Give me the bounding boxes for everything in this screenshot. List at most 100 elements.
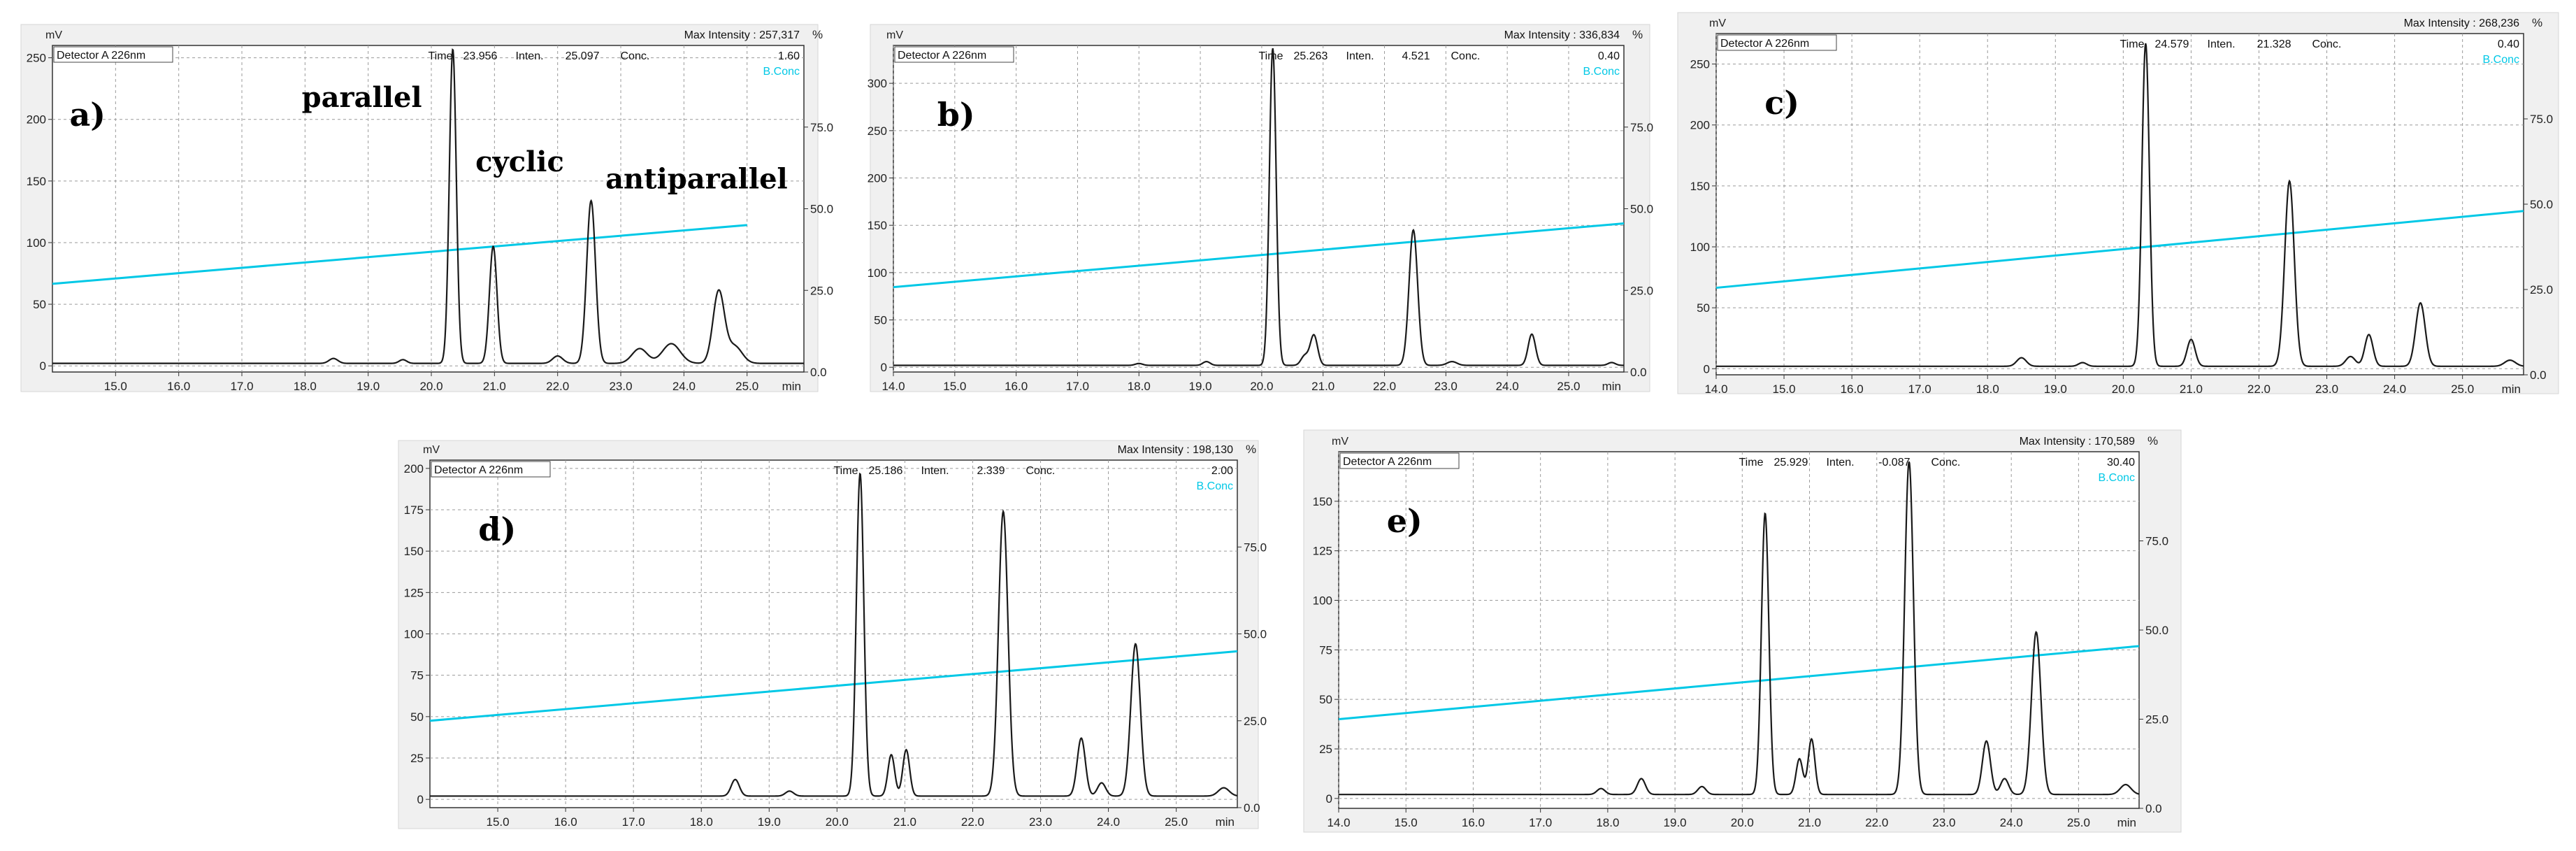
readout-conc-label: Conc.: [1931, 457, 1961, 469]
y2-unit-label: %: [1632, 28, 1643, 41]
y-tick-label: 50: [874, 314, 887, 327]
chromatogram-trace: [1339, 461, 2140, 796]
x-tick-label: 17.0: [1529, 816, 1552, 829]
readout-inten-label: Inten.: [2208, 38, 2236, 50]
x-unit-label: min: [2502, 382, 2521, 396]
series-label-bconc: B.Conc: [1197, 480, 1233, 492]
x-tick-label: 17.0: [622, 815, 645, 829]
x-tick-label: 16.0: [1841, 382, 1864, 396]
max-intensity-label: Max Intensity : 336,834: [1504, 29, 1620, 41]
x-tick-label: 24.0: [2383, 382, 2406, 396]
x-tick-label: 20.0: [1250, 380, 1273, 393]
detector-box: [53, 46, 173, 63]
plot-area: [893, 45, 1625, 373]
readout-conc-label: Conc.: [1026, 465, 1056, 477]
readout-time-label: Time: [1259, 50, 1283, 62]
detector-label: Detector A 226nm: [57, 50, 145, 62]
panel-letter: b): [937, 96, 975, 134]
readout-time-label: Time: [429, 50, 453, 62]
x-unit-label: min: [1602, 380, 1621, 393]
y-tick-label: 100: [1313, 594, 1332, 608]
y-tick-label: 125: [1313, 545, 1332, 558]
y2-tick-label: 50.0: [1244, 628, 1267, 641]
x-tick-label: 14.0: [1704, 382, 1727, 396]
readout-inten-value: 25.097: [566, 50, 600, 62]
readout-time-value: 25.263: [1294, 50, 1328, 62]
y2-unit-label: %: [1246, 443, 1256, 456]
y-unit-label: mV: [1709, 17, 1726, 29]
panel-letter: e): [1387, 502, 1423, 540]
y-unit-label: mV: [1332, 436, 1348, 448]
x-tick-label: 15.0: [1395, 816, 1418, 829]
y-tick-label: 150: [1690, 180, 1710, 193]
gridlines: [430, 460, 1237, 808]
readout-time-label: Time: [2120, 38, 2145, 50]
x-tick-label: 14.0: [882, 380, 905, 393]
panel-letter: d): [478, 510, 516, 548]
y2-tick-label: 50.0: [2145, 624, 2168, 637]
series-label-bconc: B.Conc: [2099, 472, 2135, 484]
y2-tick-label: 0.0: [2530, 369, 2547, 382]
y2-tick-label: 25.0: [1630, 284, 1653, 297]
readout-time-value: 24.579: [2155, 38, 2189, 50]
x-tick-label: 19.0: [1189, 380, 1212, 393]
x-tick-label: 17.0: [1908, 382, 1931, 396]
x-tick-label: 18.0: [1128, 380, 1151, 393]
x-tick-label: 21.0: [1798, 816, 1821, 829]
y-tick-label: 50: [33, 298, 46, 311]
readout-time-value: 25.186: [869, 465, 903, 477]
y2-tick-label: 75.0: [1244, 541, 1267, 554]
x-tick-label: 15.0: [943, 380, 966, 393]
readout-conc-value: 2.00: [1211, 465, 1233, 477]
y-tick-label: 50: [1697, 301, 1710, 315]
y-tick-label: 250: [1690, 58, 1710, 71]
series-label-bconc: B.Conc: [763, 66, 800, 78]
readout-inten-label: Inten.: [516, 50, 544, 62]
y-tick-label: 100: [27, 236, 46, 250]
x-tick-label: 25.0: [2067, 816, 2090, 829]
x-tick-label: 23.0: [1434, 380, 1458, 393]
detector-label: Detector A 226nm: [1343, 456, 1432, 468]
y-tick-label: 75: [410, 669, 424, 682]
y-tick-label: 150: [1313, 495, 1332, 508]
y-tick-label: 0: [1704, 362, 1710, 376]
chromatogram-panel-d: 15.0 16.0 17.0 18.0 19.0 20.0 21.0 22.0 23.0 24.0…: [398, 440, 1267, 829]
x-tick-label: 25.0: [2451, 382, 2474, 396]
bconc-gradient-line: [1715, 210, 2524, 289]
bconc-gradient-line: [1338, 645, 2140, 720]
x-tick-label: 18.0: [294, 380, 317, 393]
x-tick-label: 19.0: [1664, 816, 1687, 829]
y2-tick-label: 0.0: [1244, 801, 1260, 815]
series-label-bconc: B.Conc: [1583, 66, 1620, 78]
peak-annotation-antiparallel: antiparallel: [605, 162, 788, 195]
y2-tick-label: 75.0: [810, 121, 833, 134]
x-tick-label: 22.0: [546, 380, 569, 393]
x-tick-label: 14.0: [1327, 816, 1350, 829]
y-tick-label: 100: [868, 266, 887, 280]
x-tick-label: 20.0: [2112, 382, 2135, 396]
x-tick-label: 21.0: [1311, 380, 1334, 393]
readout-inten-label: Inten.: [1346, 50, 1374, 62]
y2-tick-label: 25.0: [1244, 715, 1267, 728]
max-intensity-label: Max Intensity : 170,589: [2020, 436, 2136, 448]
x-tick-label: 16.0: [554, 815, 577, 829]
x-tick-label: 24.0: [1097, 815, 1120, 829]
y-tick-label: 75: [1319, 643, 1332, 657]
y-tick-label: 175: [404, 503, 424, 517]
y2-tick-label: 50.0: [1630, 203, 1653, 216]
y2-tick-label: 75.0: [2145, 535, 2168, 548]
x-unit-label: min: [1216, 815, 1235, 829]
x-tick-label: 18.0: [1976, 382, 1999, 396]
y-tick-label: 0: [881, 361, 887, 374]
y-tick-label: 150: [27, 175, 46, 188]
x-tick-label: 21.0: [2180, 382, 2203, 396]
plot-area: [1338, 451, 2140, 809]
y2-tick-label: 0.0: [2145, 802, 2162, 815]
x-tick-label: 23.0: [609, 380, 632, 393]
plot-area: [1715, 33, 2524, 376]
x-tick-label: 17.0: [230, 380, 253, 393]
chromatogram-trace: [430, 472, 1238, 797]
gridlines: [52, 45, 804, 372]
x-tick-label: 21.0: [893, 815, 916, 829]
detector-label: Detector A 226nm: [898, 50, 986, 62]
